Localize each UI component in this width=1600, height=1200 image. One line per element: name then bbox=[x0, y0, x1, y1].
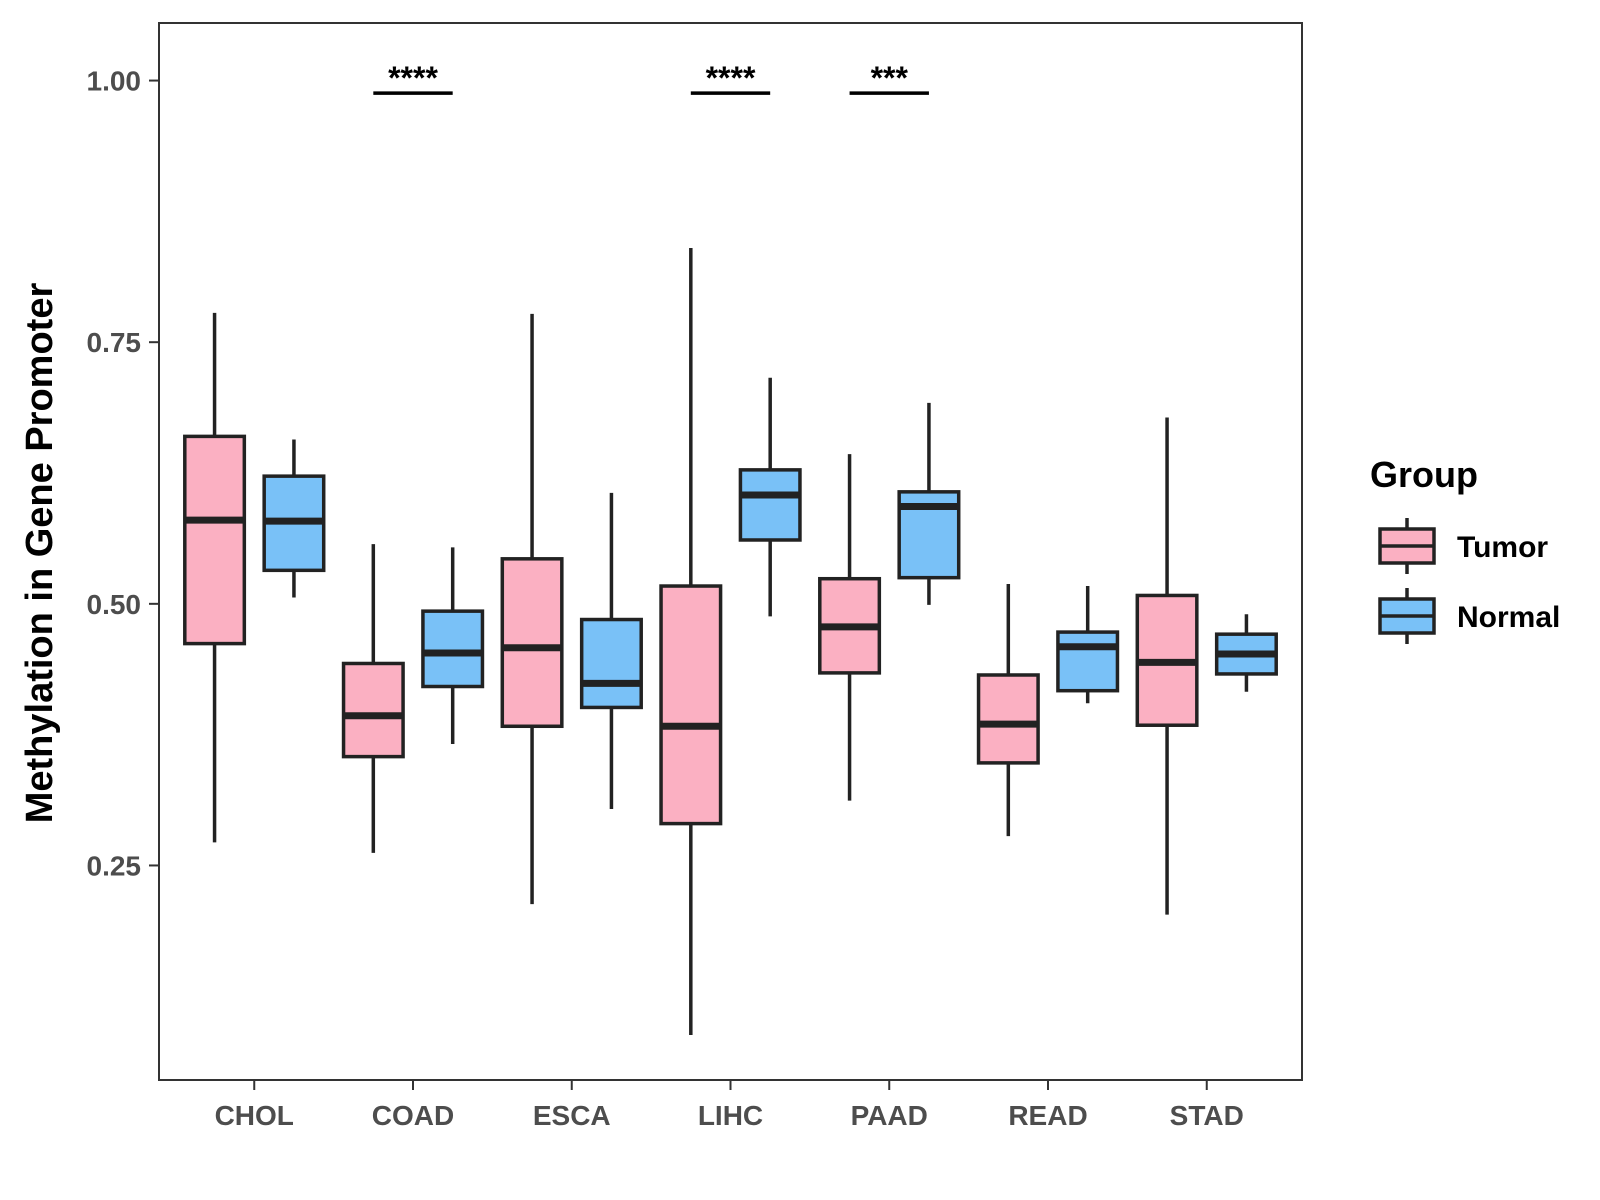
legend-label-normal: Normal bbox=[1457, 601, 1560, 634]
box-chol-tumor bbox=[183, 434, 247, 646]
significance-label-paad: *** bbox=[871, 60, 909, 96]
box-coad-normal bbox=[421, 609, 485, 689]
legend-label-tumor: Tumor bbox=[1457, 531, 1548, 564]
x-tick-label-paad: PAAD bbox=[851, 1100, 928, 1131]
y-tick-label: 1.00 bbox=[87, 66, 142, 97]
box-esca-normal bbox=[579, 617, 643, 710]
x-tick-label-chol: CHOL bbox=[215, 1100, 294, 1131]
legend: Group Tumor Normal bbox=[1370, 454, 1560, 644]
x-tick-label-esca: ESCA bbox=[533, 1100, 611, 1131]
plot-panel-border bbox=[158, 22, 1303, 1081]
y-tick-label: 0.25 bbox=[87, 850, 142, 881]
box-esca-tumor bbox=[500, 557, 564, 729]
y-tick-label: 0.50 bbox=[87, 589, 142, 620]
x-tick-label-lihc: LIHC bbox=[698, 1100, 763, 1131]
box-lihc-normal bbox=[738, 468, 802, 542]
x-tick-label-coad: COAD bbox=[372, 1100, 454, 1131]
box-read-tumor bbox=[976, 673, 1040, 765]
significance-label-coad: **** bbox=[388, 60, 438, 96]
box-read-normal bbox=[1056, 630, 1120, 693]
x-tick-label-stad: STAD bbox=[1170, 1100, 1244, 1131]
significance-label-lihc: **** bbox=[706, 60, 756, 96]
box-coad-tumor bbox=[341, 661, 405, 759]
y-tick-label: 0.75 bbox=[87, 327, 142, 358]
box-lihc-tumor bbox=[659, 584, 723, 826]
x-tick-label-read: READ bbox=[1008, 1100, 1087, 1131]
legend-title: Group bbox=[1370, 454, 1478, 495]
y-axis-title: Methylation in Gene Promoter bbox=[19, 283, 61, 824]
